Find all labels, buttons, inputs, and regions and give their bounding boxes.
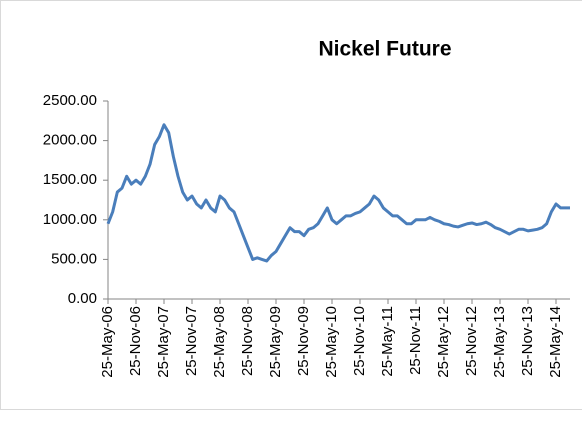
data-line bbox=[106, 123, 570, 263]
x-tick-label: 25-Nov-06 bbox=[127, 306, 144, 376]
chart-title: Nickel Future bbox=[318, 38, 451, 61]
x-tick-label: 25-Nov-11 bbox=[407, 306, 424, 375]
x-tick-label: 25-May-10 bbox=[323, 306, 340, 378]
y-tick-label: 1500.00 bbox=[43, 171, 97, 188]
x-tick-label: 25-Nov-07 bbox=[183, 306, 200, 376]
x-tick-label: 25-Nov-13 bbox=[519, 306, 536, 376]
x-tick-label: 25-Nov-10 bbox=[351, 306, 368, 376]
x-tick-label: 25-May-06 bbox=[99, 306, 116, 378]
x-tick-label: 25-May-07 bbox=[155, 306, 172, 378]
x-tick-label: 25-Nov-09 bbox=[295, 306, 312, 376]
y-tick-label: 2500.00 bbox=[43, 92, 97, 109]
x-tick-label: 25-Nov-12 bbox=[463, 306, 480, 376]
y-tick-label: 1000.00 bbox=[43, 211, 97, 228]
y-tick-label: 500.00 bbox=[51, 250, 97, 267]
chart-frame bbox=[0, 0, 582, 410]
x-tick-label: 25-May-13 bbox=[491, 306, 508, 378]
y-tick-label: 2000.00 bbox=[43, 132, 97, 149]
x-tick-label: 25-May-09 bbox=[267, 306, 284, 378]
x-tick-label: 25-May-12 bbox=[435, 306, 452, 378]
y-tick-label: 0.00 bbox=[68, 290, 97, 307]
x-tick-label: 25-Nov-08 bbox=[239, 306, 256, 376]
x-tick-label: 25-May-08 bbox=[211, 306, 228, 378]
x-tick-label: 25-May-11 bbox=[379, 306, 396, 377]
x-tick-label: 25-May-14 bbox=[547, 306, 564, 378]
